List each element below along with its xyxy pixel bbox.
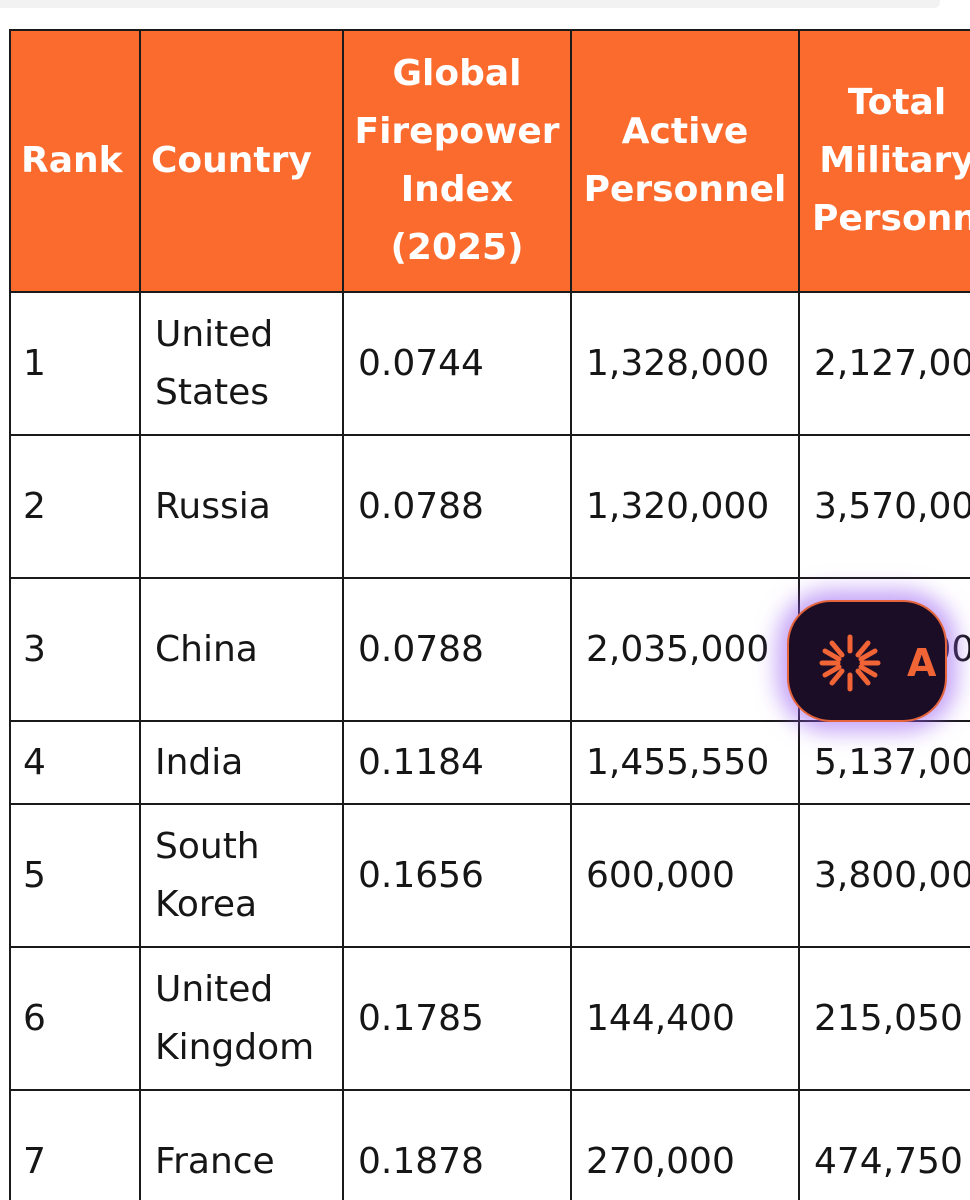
table-row: 4 India 0.1184 1,455,550 5,137,000	[9, 720, 970, 805]
table-row: 6 United Kingdom 0.1785 144,400 215,050	[9, 946, 970, 1091]
cell-index: 0.0788	[342, 434, 572, 579]
cell-index: 0.1184	[342, 720, 572, 805]
cell-rank: 4	[9, 720, 141, 805]
cell-index: 0.1656	[342, 803, 572, 948]
cell-total: 3,570,000	[798, 434, 970, 579]
table-row: 2 Russia 0.0788 1,320,000 3,570,000	[9, 434, 970, 579]
cell-country: France	[139, 1089, 344, 1200]
cell-total: 3,800,000	[798, 803, 970, 948]
table-row: 1 United States 0.0744 1,328,000 2,127,0…	[9, 291, 970, 436]
header-index-line: Firepower	[354, 111, 560, 152]
header-rank-label: Rank	[21, 140, 123, 181]
table-row: 7 France 0.1878 270,000 474,750	[9, 1089, 970, 1200]
cell-total: 474,750	[798, 1089, 970, 1200]
header-country-label: Country	[151, 140, 312, 181]
cell-country: Russia	[139, 434, 344, 579]
table-row: 5 South Korea 0.1656 600,000 3,800,000	[9, 803, 970, 948]
cell-rank: 3	[9, 577, 141, 722]
top-bar	[0, 0, 940, 8]
cell-country: China	[139, 577, 344, 722]
header-rank[interactable]: Rank	[9, 29, 141, 293]
cell-country: South Korea	[139, 803, 344, 948]
table-header-row: Rank Country Global Firepower Index (202…	[9, 29, 970, 293]
cell-active: 2,035,000	[570, 577, 800, 722]
cell-rank: 7	[9, 1089, 141, 1200]
cell-country: United States	[139, 291, 344, 436]
header-total-line: Military	[819, 140, 970, 181]
header-country[interactable]: Country	[139, 29, 344, 293]
cell-active: 1,320,000	[570, 434, 800, 579]
cell-active: 144,400	[570, 946, 800, 1091]
military-ranking-table-container[interactable]: Rank Country Global Firepower Index (202…	[9, 29, 970, 1200]
cell-rank: 1	[9, 291, 141, 436]
cell-country: United Kingdom	[139, 946, 344, 1091]
cell-total: 215,050	[798, 946, 970, 1091]
header-total-military-personnel[interactable]: Total Military Personnel	[798, 29, 970, 293]
cell-active: 1,455,550	[570, 720, 800, 805]
cell-total: 5,137,000	[798, 720, 970, 805]
cell-index: 0.0788	[342, 577, 572, 722]
header-index-line: Global	[392, 53, 522, 94]
cell-active: 1,328,000	[570, 291, 800, 436]
cell-country: India	[139, 720, 344, 805]
cell-index: 0.0744	[342, 291, 572, 436]
header-active-personnel[interactable]: Active Personnel	[570, 29, 800, 293]
cell-total: 2,127,000	[798, 291, 970, 436]
cell-rank: 2	[9, 434, 141, 579]
cell-rank: 6	[9, 946, 141, 1091]
cell-index: 0.1878	[342, 1089, 572, 1200]
cell-active: 600,000	[570, 803, 800, 948]
header-total-line: Total	[847, 82, 947, 123]
cell-rank: 5	[9, 803, 141, 948]
cell-index: 0.1785	[342, 946, 572, 1091]
header-active-line: Personnel	[583, 169, 787, 210]
ai-assistant-label: A	[907, 641, 937, 685]
cell-active: 270,000	[570, 1089, 800, 1200]
header-active-line: Active	[621, 111, 749, 152]
header-index-line: Index	[400, 169, 514, 210]
header-global-firepower-index[interactable]: Global Firepower Index (2025)	[342, 29, 572, 293]
header-total-line: Personnel	[812, 198, 970, 239]
header-index-line: (2025)	[390, 227, 524, 268]
sunburst-icon	[819, 634, 881, 692]
ai-assistant-button[interactable]: A	[787, 600, 947, 722]
military-ranking-table: Rank Country Global Firepower Index (202…	[9, 29, 970, 1200]
